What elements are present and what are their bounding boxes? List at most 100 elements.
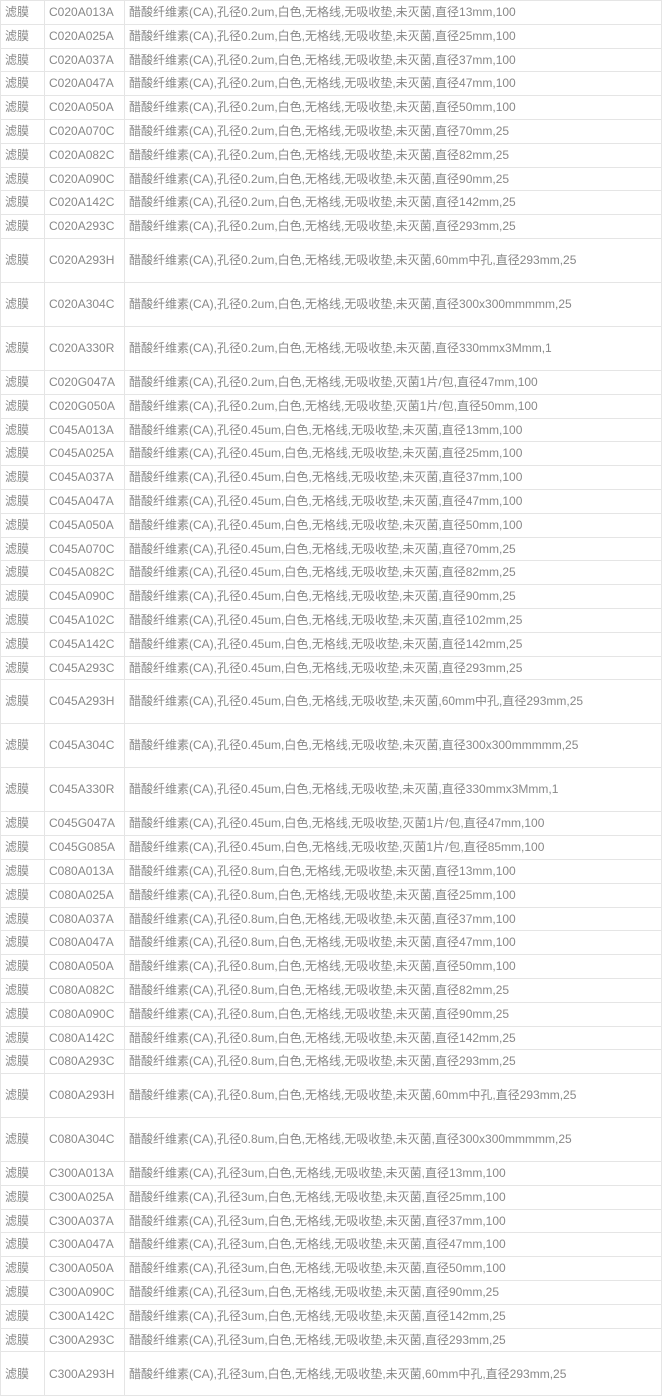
category-cell: 滤膜 [1,72,45,96]
product-code-cell: C020A293C [45,215,125,239]
product-code-cell: C300A090C [45,1281,125,1305]
product-code-cell: C020G047A [45,370,125,394]
category-cell: 滤膜 [1,1050,45,1074]
product-code-cell: C300A293C [45,1328,125,1352]
table-row: 滤膜C300A013A醋酸纤维素(CA),孔径3um,白色,无格线,无吸收垫,未… [1,1162,662,1186]
category-cell: 滤膜 [1,418,45,442]
category-cell: 滤膜 [1,1185,45,1209]
category-cell: 滤膜 [1,513,45,537]
table-row: 滤膜C080A293C醋酸纤维素(CA),孔径0.8um,白色,无格线,无吸收垫… [1,1050,662,1074]
description-cell: 醋酸纤维素(CA),孔径0.2um,白色,无格线,无吸收垫,未灭菌,直径70mm… [125,119,662,143]
category-cell: 滤膜 [1,632,45,656]
product-code-cell: C300A142C [45,1304,125,1328]
product-code-cell: C045A293C [45,656,125,680]
product-code-cell: C020A142C [45,191,125,215]
description-cell: 醋酸纤维素(CA),孔径0.2um,白色,无格线,无吸收垫,未灭菌,直径330m… [125,326,662,370]
description-cell: 醋酸纤维素(CA),孔径0.45um,白色,无格线,无吸收垫,未灭菌,直径13m… [125,418,662,442]
category-cell: 滤膜 [1,537,45,561]
product-code-cell: C045G047A [45,812,125,836]
category-cell: 滤膜 [1,48,45,72]
table-row: 滤膜C020A142C醋酸纤维素(CA),孔径0.2um,白色,无格线,无吸收垫… [1,191,662,215]
description-cell: 醋酸纤维素(CA),孔径0.2um,白色,无格线,无吸收垫,未灭菌,直径293m… [125,215,662,239]
product-code-cell: C080A090C [45,1002,125,1026]
category-cell: 滤膜 [1,1352,45,1396]
table-row: 滤膜C045A037A醋酸纤维素(CA),孔径0.45um,白色,无格线,无吸收… [1,466,662,490]
table-row: 滤膜C045A082C醋酸纤维素(CA),孔径0.45um,白色,无格线,无吸收… [1,561,662,585]
description-cell: 醋酸纤维素(CA),孔径0.2um,白色,无格线,无吸收垫,未灭菌,60mm中孔… [125,238,662,282]
product-code-cell: C020A070C [45,119,125,143]
table-row: 滤膜C080A050A醋酸纤维素(CA),孔径0.8um,白色,无格线,无吸收垫… [1,955,662,979]
table-row: 滤膜C045A142C醋酸纤维素(CA),孔径0.45um,白色,无格线,无吸收… [1,632,662,656]
description-cell: 醋酸纤维素(CA),孔径0.8um,白色,无格线,无吸收垫,未灭菌,直径82mm… [125,978,662,1002]
table-row: 滤膜C080A090C醋酸纤维素(CA),孔径0.8um,白色,无格线,无吸收垫… [1,1002,662,1026]
description-cell: 醋酸纤维素(CA),孔径0.8um,白色,无格线,无吸收垫,未灭菌,直径47mm… [125,931,662,955]
category-cell: 滤膜 [1,24,45,48]
description-cell: 醋酸纤维素(CA),孔径0.2um,白色,无格线,无吸收垫,未灭菌,直径300x… [125,282,662,326]
table-row: 滤膜C045A090C醋酸纤维素(CA),孔径0.45um,白色,无格线,无吸收… [1,585,662,609]
category-cell: 滤膜 [1,1162,45,1186]
description-cell: 醋酸纤维素(CA),孔径0.2um,白色,无格线,无吸收垫,未灭菌,直径47mm… [125,72,662,96]
product-code-cell: C080A013A [45,859,125,883]
product-code-cell: C080A293H [45,1074,125,1118]
description-cell: 醋酸纤维素(CA),孔径0.2um,白色,无格线,无吸收垫,未灭菌,直径142m… [125,191,662,215]
category-cell: 滤膜 [1,859,45,883]
product-code-cell: C045A047A [45,489,125,513]
description-cell: 醋酸纤维素(CA),孔径0.45um,白色,无格线,无吸收垫,未灭菌,直径300… [125,724,662,768]
table-row: 滤膜C080A304C醋酸纤维素(CA),孔径0.8um,白色,无格线,无吸收垫… [1,1118,662,1162]
table-row: 滤膜C020A304C醋酸纤维素(CA),孔径0.2um,白色,无格线,无吸收垫… [1,282,662,326]
table-row: 滤膜C045A293H醋酸纤维素(CA),孔径0.45um,白色,无格线,无吸收… [1,680,662,724]
table-row: 滤膜C020A082C醋酸纤维素(CA),孔径0.2um,白色,无格线,无吸收垫… [1,143,662,167]
table-row: 滤膜C045A293C醋酸纤维素(CA),孔径0.45um,白色,无格线,无吸收… [1,656,662,680]
product-code-cell: C020A082C [45,143,125,167]
description-cell: 醋酸纤维素(CA),孔径0.45um,白色,无格线,无吸收垫,未灭菌,直径102… [125,608,662,632]
table-row: 滤膜C080A142C醋酸纤维素(CA),孔径0.8um,白色,无格线,无吸收垫… [1,1026,662,1050]
table-row: 滤膜C045G085A醋酸纤维素(CA),孔径0.45um,白色,无格线,无吸收… [1,836,662,860]
category-cell: 滤膜 [1,680,45,724]
product-code-cell: C045A142C [45,632,125,656]
table-row: 滤膜C020A090C醋酸纤维素(CA),孔径0.2um,白色,无格线,无吸收垫… [1,167,662,191]
product-code-cell: C020A025A [45,24,125,48]
category-cell: 滤膜 [1,370,45,394]
description-cell: 醋酸纤维素(CA),孔径0.45um,白色,无格线,无吸收垫,未灭菌,直径330… [125,768,662,812]
description-cell: 醋酸纤维素(CA),孔径0.45um,白色,无格线,无吸收垫,未灭菌,直径50m… [125,513,662,537]
table-row: 滤膜C020A047A醋酸纤维素(CA),孔径0.2um,白色,无格线,无吸收垫… [1,72,662,96]
category-cell: 滤膜 [1,955,45,979]
description-cell: 醋酸纤维素(CA),孔径0.8um,白色,无格线,无吸收垫,未灭菌,直径37mm… [125,907,662,931]
description-cell: 醋酸纤维素(CA),孔径0.45um,白色,无格线,无吸收垫,未灭菌,直径293… [125,656,662,680]
table-row: 滤膜C045A330R醋酸纤维素(CA),孔径0.45um,白色,无格线,无吸收… [1,768,662,812]
product-code-cell: C080A037A [45,907,125,931]
description-cell: 醋酸纤维素(CA),孔径0.45um,白色,无格线,无吸收垫,灭菌1片/包,直径… [125,812,662,836]
description-cell: 醋酸纤维素(CA),孔径0.45um,白色,无格线,无吸收垫,灭菌1片/包,直径… [125,836,662,860]
product-code-cell: C300A013A [45,1162,125,1186]
category-cell: 滤膜 [1,167,45,191]
product-code-cell: C080A025A [45,883,125,907]
category-cell: 滤膜 [1,326,45,370]
product-code-cell: C045A013A [45,418,125,442]
table-row: 滤膜C020A330R醋酸纤维素(CA),孔径0.2um,白色,无格线,无吸收垫… [1,326,662,370]
product-code-cell: C045A050A [45,513,125,537]
table-row: 滤膜C080A293H醋酸纤维素(CA),孔径0.8um,白色,无格线,无吸收垫… [1,1074,662,1118]
description-cell: 醋酸纤维素(CA),孔径0.8um,白色,无格线,无吸收垫,未灭菌,直径90mm… [125,1002,662,1026]
product-code-cell: C020A304C [45,282,125,326]
category-cell: 滤膜 [1,978,45,1002]
product-code-cell: C045A082C [45,561,125,585]
description-cell: 醋酸纤维素(CA),孔径0.2um,白色,无格线,无吸收垫,灭菌1片/包,直径5… [125,394,662,418]
category-cell: 滤膜 [1,768,45,812]
category-cell: 滤膜 [1,585,45,609]
category-cell: 滤膜 [1,1233,45,1257]
table-row: 滤膜C300A025A醋酸纤维素(CA),孔径3um,白色,无格线,无吸收垫,未… [1,1185,662,1209]
table-row: 滤膜C300A293C醋酸纤维素(CA),孔径3um,白色,无格线,无吸收垫,未… [1,1328,662,1352]
description-cell: 醋酸纤维素(CA),孔径0.8um,白色,无格线,无吸收垫,未灭菌,直径300x… [125,1118,662,1162]
category-cell: 滤膜 [1,836,45,860]
product-code-cell: C020A330R [45,326,125,370]
category-cell: 滤膜 [1,282,45,326]
category-cell: 滤膜 [1,1328,45,1352]
table-row: 滤膜C300A037A醋酸纤维素(CA),孔径3um,白色,无格线,无吸收垫,未… [1,1209,662,1233]
category-cell: 滤膜 [1,883,45,907]
product-code-cell: C020A050A [45,96,125,120]
product-code-cell: C045A304C [45,724,125,768]
table-row: 滤膜C300A293H醋酸纤维素(CA),孔径3um,白色,无格线,无吸收垫,未… [1,1352,662,1396]
category-cell: 滤膜 [1,466,45,490]
table-row: 滤膜C020A293H醋酸纤维素(CA),孔径0.2um,白色,无格线,无吸收垫… [1,238,662,282]
description-cell: 醋酸纤维素(CA),孔径0.8um,白色,无格线,无吸收垫,未灭菌,直径293m… [125,1050,662,1074]
